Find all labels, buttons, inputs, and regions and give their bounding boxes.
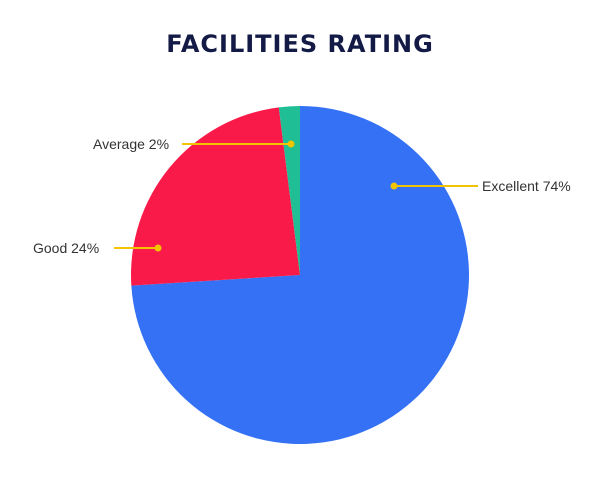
leader-dot-average bbox=[287, 140, 295, 148]
pie-slice-excellent bbox=[131, 106, 469, 444]
slice-labels: Excellent 74% Good 24% Average 2% bbox=[33, 136, 571, 256]
slice-label-good: Good 24% bbox=[33, 240, 99, 256]
slice-label-excellent: Excellent 74% bbox=[482, 178, 571, 194]
slice-label-average: Average 2% bbox=[93, 136, 169, 152]
chart-title: FACILITIES RATING bbox=[166, 30, 434, 58]
leader-dot-excellent bbox=[390, 182, 398, 190]
leader-dot-good bbox=[154, 244, 162, 252]
pie-slice-good bbox=[130, 107, 300, 286]
pie-slices bbox=[130, 106, 469, 444]
pie-slice-average bbox=[278, 106, 300, 275]
